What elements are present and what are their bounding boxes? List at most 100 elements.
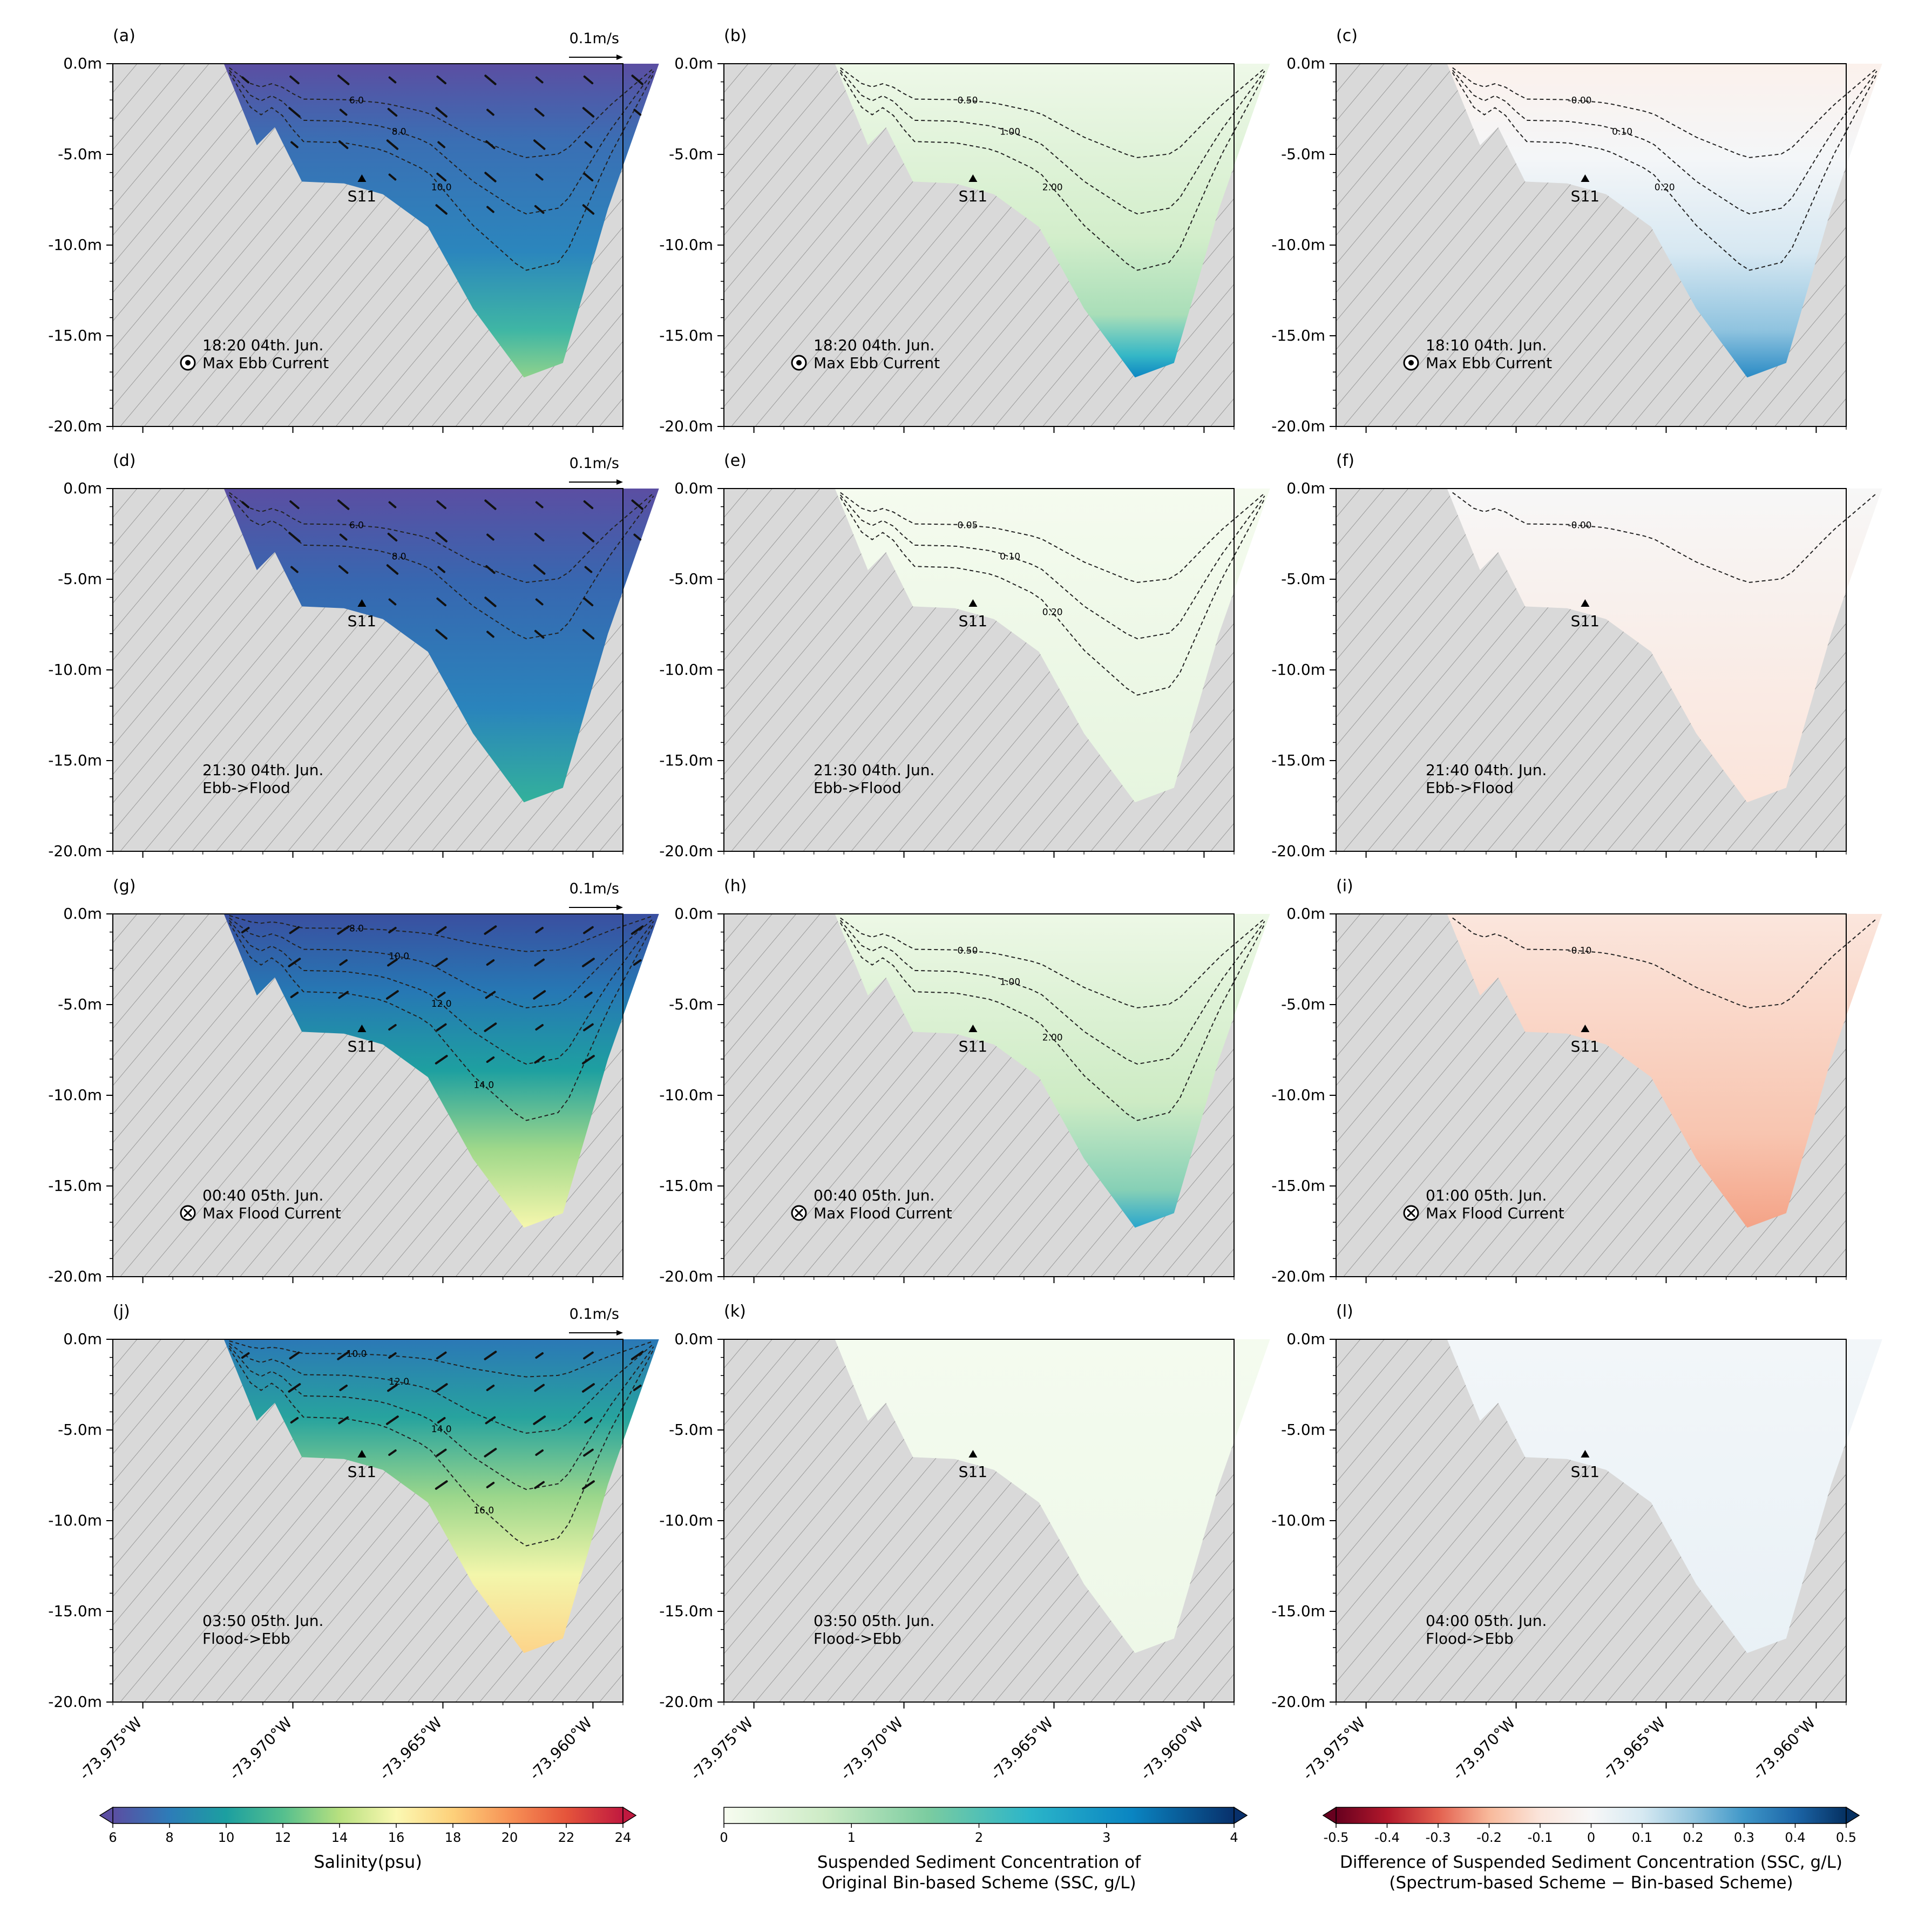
x-tick-label: -73.960°W	[1749, 1714, 1819, 1784]
y-tick-label: 0.0m	[63, 55, 102, 72]
velocity-vector	[387, 1384, 398, 1392]
colorbar-label: Salinity(psu)	[314, 1852, 422, 1872]
velocity-vector	[583, 500, 594, 510]
velocity-vector	[583, 926, 594, 934]
velocity-vector	[486, 1056, 495, 1063]
time-label: 21:30 04th. Jun.	[814, 761, 934, 779]
panel-label: (l)	[1336, 1302, 1353, 1321]
y-tick-label: -5.0m	[58, 570, 102, 588]
water-section	[835, 1339, 1270, 1653]
y-tick-label: -15.0m	[659, 327, 713, 344]
y-tick-label: -15.0m	[1271, 1177, 1325, 1195]
scale-label: 0.1m/s	[570, 455, 619, 472]
panel-label: (e)	[724, 451, 747, 470]
x-tick-label: -73.960°W	[526, 1714, 595, 1784]
state-label: Max Ebb Current	[814, 354, 940, 372]
velocity-vector	[485, 565, 496, 574]
station-marker	[357, 174, 367, 182]
colorbar-tick-label: 4	[1230, 1830, 1238, 1845]
y-tick-label: -5.0m	[1281, 145, 1325, 163]
water-section	[835, 914, 1270, 1228]
time-label: 03:50 05th. Jun.	[202, 1612, 323, 1630]
water-section	[223, 64, 659, 378]
velocity-vector	[289, 75, 300, 85]
contour-line	[228, 1347, 654, 1547]
velocity-vector	[486, 1482, 495, 1488]
state-label: Flood->Ebb	[202, 1630, 290, 1648]
velocity-vector	[485, 140, 496, 150]
state-label: Max Flood Current	[202, 1204, 341, 1222]
panel-a: 6.0 8.0 10.0 0.1m/s S11 18:20 04th. Jun.Max E…	[48, 26, 659, 435]
water-section	[1447, 914, 1882, 1228]
contour-label: 10.0	[347, 1348, 367, 1359]
station-label: S11	[1571, 187, 1600, 205]
panel-i: -0.10 S11 01:00 05th. Jun.Max Flood Curren…	[1271, 877, 1882, 1285]
water-section	[1447, 489, 1882, 803]
y-tick-label: -15.0m	[1271, 751, 1325, 769]
contour-line	[228, 920, 654, 1065]
panel-label: (b)	[724, 26, 747, 45]
velocity-vector	[436, 926, 447, 934]
panel-e: 0.05 0.10 0.20 S11 21:30 04th. Jun.Ebb->Floo…	[659, 451, 1270, 860]
y-tick-label: -5.0m	[669, 145, 713, 163]
station-marker	[968, 174, 978, 182]
velocity-vector	[533, 564, 546, 575]
x-tick-label: -73.975°W	[76, 1714, 145, 1784]
velocity-vector	[535, 173, 544, 181]
velocity-vector	[631, 1351, 644, 1360]
colorbar-tick-label: 18	[445, 1830, 462, 1845]
velocity-vector	[388, 1352, 397, 1359]
y-tick-label: -20.0m	[48, 417, 102, 435]
y-tick-label: 0.0m	[1286, 55, 1325, 72]
velocity-vector	[534, 1055, 545, 1064]
velocity-vector	[582, 1383, 595, 1393]
contour-label: 16.0	[473, 1505, 494, 1516]
velocity-vector	[583, 172, 594, 182]
velocity-vector	[288, 1383, 301, 1393]
velocity-vector	[387, 958, 398, 967]
y-tick-label: -10.0m	[48, 1086, 102, 1104]
velocity-vector	[289, 1351, 300, 1360]
time-label: 18:10 04th. Jun.	[1426, 336, 1547, 354]
current-dot	[185, 360, 191, 365]
velocity-vector	[486, 109, 494, 116]
y-tick-label: 0.0m	[674, 1330, 713, 1348]
y-tick-label: -20.0m	[659, 842, 713, 860]
velocity-vector	[337, 499, 350, 510]
velocity-vector	[535, 501, 544, 509]
water-section	[223, 914, 659, 1228]
panel-label: (d)	[113, 451, 135, 470]
water-section	[835, 64, 1270, 378]
y-tick-label: -10.0m	[1271, 236, 1325, 254]
contour-label: 0.05	[958, 520, 978, 531]
current-cross	[794, 1208, 804, 1218]
velocity-vector	[535, 927, 544, 933]
time-label: 21:40 04th. Jun.	[1426, 761, 1547, 779]
y-tick-label: -10.0m	[659, 236, 713, 254]
y-tick-label: -15.0m	[659, 1177, 713, 1195]
colorbar-tick-label: 20	[501, 1830, 518, 1845]
panel-d: 6.0 8.0 0.1m/s S11 21:30 04th. Jun.Ebb->Floo…	[48, 451, 659, 860]
velocity-vector	[339, 1385, 348, 1391]
velocity-vector	[435, 629, 448, 640]
velocity-vector	[337, 74, 350, 85]
station-marker	[1581, 1025, 1590, 1033]
y-tick-label: 0.0m	[1286, 479, 1325, 497]
y-tick-label: -5.0m	[1281, 1421, 1325, 1439]
velocity-vector	[486, 533, 494, 541]
colorbar-tick-label: 0.1	[1632, 1830, 1652, 1845]
station-label: S11	[348, 1038, 376, 1055]
velocity-vector	[584, 992, 593, 998]
y-tick-label: -5.0m	[669, 1421, 713, 1439]
velocity-vector	[386, 139, 399, 150]
scale-label: 0.1m/s	[570, 880, 619, 897]
current-cross	[183, 1208, 193, 1218]
state-label: Flood->Ebb	[814, 1630, 902, 1648]
colorbar-label-line: Suspended Sediment Concentration of	[817, 1853, 1141, 1872]
colorbar-tick-label: 0.4	[1785, 1830, 1805, 1845]
velocity-vector	[288, 958, 301, 967]
velocity-vector	[388, 76, 397, 84]
y-tick-label: -5.0m	[669, 995, 713, 1013]
station-label: S11	[348, 1463, 376, 1481]
scale-label: 0.1m/s	[570, 1306, 619, 1323]
